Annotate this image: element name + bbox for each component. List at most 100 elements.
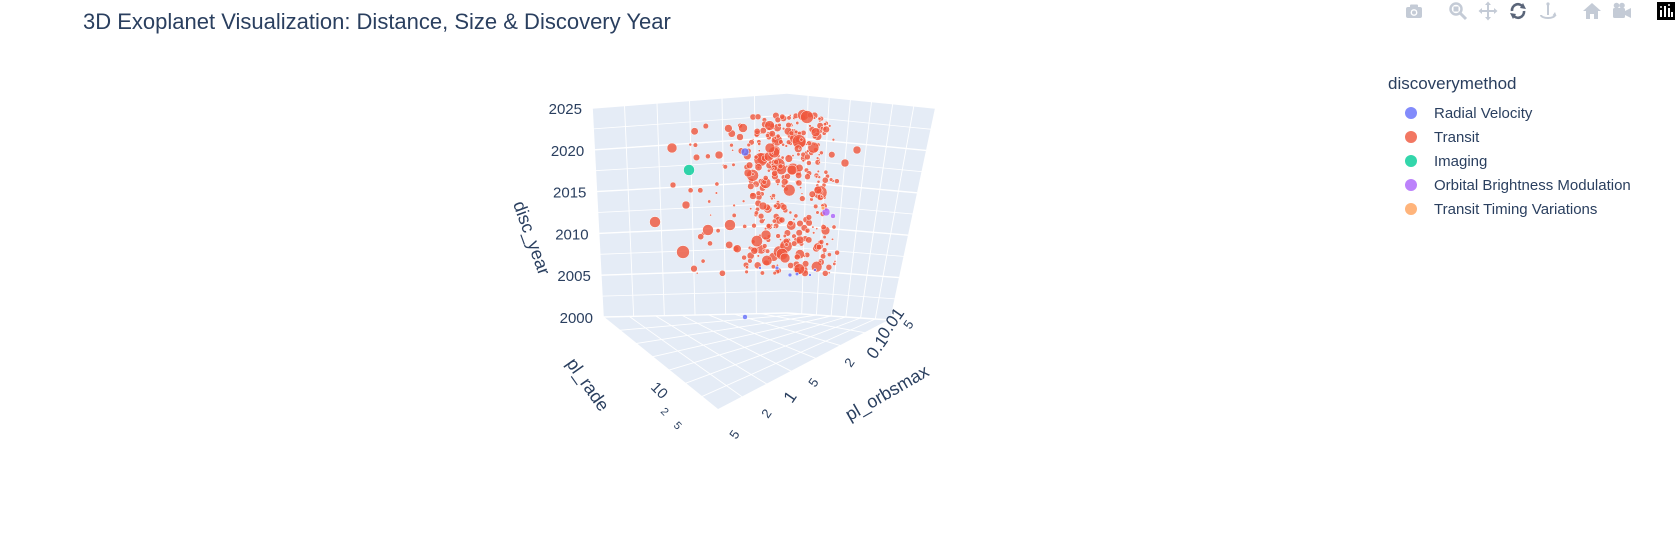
transit-point[interactable]: [822, 235, 827, 240]
transit-point[interactable]: [795, 235, 805, 245]
transit-point[interactable]: [756, 254, 760, 258]
transit-point[interactable]: [794, 253, 801, 261]
transit-point[interactable]: [796, 152, 801, 157]
transit-point[interactable]: [852, 145, 862, 155]
transit-point[interactable]: [681, 200, 691, 210]
transit-point[interactable]: [742, 224, 748, 229]
transit-point[interactable]: [805, 143, 808, 146]
transit-point[interactable]: [786, 164, 798, 176]
transit-point[interactable]: [818, 239, 825, 245]
transit-point[interactable]: [738, 123, 748, 133]
transit-point[interactable]: [719, 269, 726, 277]
transit-point[interactable]: [828, 124, 832, 128]
transit-point[interactable]: [825, 264, 833, 271]
transit-point[interactable]: [805, 236, 813, 244]
transit-point[interactable]: [785, 122, 792, 129]
transit-point[interactable]: [795, 179, 803, 187]
transit-point[interactable]: [724, 124, 733, 133]
transit-point[interactable]: [707, 199, 712, 204]
transit-point[interactable]: [773, 203, 778, 209]
transit-point[interactable]: [815, 243, 823, 251]
transit-point[interactable]: [781, 178, 789, 186]
transit-point[interactable]: [815, 210, 820, 215]
transit-point[interactable]: [815, 227, 819, 231]
transit-point[interactable]: [831, 237, 834, 241]
transit-point[interactable]: [823, 122, 827, 127]
obm-point[interactable]: [830, 213, 836, 219]
transit-point[interactable]: [731, 148, 734, 152]
camera-icon[interactable]: [1402, 0, 1426, 22]
transit-point[interactable]: [669, 181, 677, 189]
radial-velocity-point[interactable]: [787, 272, 793, 278]
transit-point[interactable]: [783, 184, 796, 197]
transit-point[interactable]: [797, 147, 801, 151]
transit-point[interactable]: [692, 142, 698, 148]
transit-point[interactable]: [702, 123, 709, 130]
transit-point[interactable]: [725, 240, 734, 249]
transit-point[interactable]: [799, 195, 806, 202]
radial-velocity-point[interactable]: [808, 273, 812, 277]
transit-point[interactable]: [754, 163, 763, 172]
transit-point[interactable]: [772, 270, 777, 276]
transit-point[interactable]: [823, 169, 829, 175]
transit-point[interactable]: [687, 187, 694, 194]
legend-item-radial-velocity[interactable]: Radial Velocity: [1388, 101, 1631, 125]
transit-point[interactable]: [831, 224, 837, 230]
transit-point[interactable]: [777, 122, 782, 128]
transit-point[interactable]: [700, 258, 706, 264]
transit-point[interactable]: [791, 240, 798, 247]
transit-point[interactable]: [757, 213, 765, 220]
transit-point[interactable]: [749, 192, 757, 200]
transit-point[interactable]: [784, 144, 788, 148]
transit-point[interactable]: [772, 225, 776, 229]
transit-point[interactable]: [761, 255, 773, 266]
transit-point[interactable]: [755, 190, 762, 197]
transit-point[interactable]: [795, 171, 803, 179]
transit-point[interactable]: [764, 227, 768, 231]
ttv-point[interactable]: [820, 205, 826, 211]
data-points[interactable]: [649, 109, 862, 320]
transit-point[interactable]: [787, 220, 794, 227]
transit-point[interactable]: [688, 142, 693, 147]
transit-point[interactable]: [820, 224, 827, 231]
transit-point[interactable]: [831, 138, 836, 142]
transit-point[interactable]: [722, 164, 728, 170]
transit-point[interactable]: [778, 216, 786, 224]
transit-point[interactable]: [834, 249, 840, 256]
transit-point[interactable]: [732, 203, 736, 208]
transit-point[interactable]: [753, 210, 759, 216]
transit-point[interactable]: [825, 242, 829, 246]
transit-point[interactable]: [707, 240, 713, 247]
transit-point[interactable]: [828, 151, 836, 159]
transit-point[interactable]: [779, 252, 791, 264]
transit-point[interactable]: [788, 210, 793, 215]
transit-point[interactable]: [747, 258, 753, 264]
transit-point[interactable]: [795, 121, 800, 125]
transit-point[interactable]: [810, 127, 821, 137]
transit-point[interactable]: [819, 150, 824, 156]
transit-point[interactable]: [762, 249, 765, 252]
transit-point[interactable]: [767, 168, 771, 173]
radial-velocity-point[interactable]: [794, 271, 800, 277]
transit-point[interactable]: [804, 153, 811, 161]
home-icon[interactable]: [1580, 0, 1604, 22]
transit-point[interactable]: [714, 150, 724, 160]
transit-point[interactable]: [751, 223, 757, 229]
transit-point[interactable]: [690, 127, 699, 136]
transit-point[interactable]: [817, 153, 821, 157]
transit-point[interactable]: [799, 186, 803, 190]
transit-point[interactable]: [801, 159, 805, 163]
transit-point[interactable]: [759, 270, 765, 276]
transit-point[interactable]: [817, 116, 822, 121]
radial-velocity-point[interactable]: [740, 147, 750, 157]
transit-point[interactable]: [733, 244, 742, 253]
transit-point[interactable]: [822, 125, 830, 134]
transit-point[interactable]: [729, 142, 734, 148]
transit-point[interactable]: [741, 199, 746, 203]
transit-point[interactable]: [775, 133, 781, 139]
transit-point[interactable]: [787, 262, 794, 269]
radial-velocity-point[interactable]: [742, 314, 748, 320]
transit-point[interactable]: [786, 115, 792, 121]
transit-point[interactable]: [705, 153, 711, 160]
transit-point[interactable]: [799, 137, 804, 142]
